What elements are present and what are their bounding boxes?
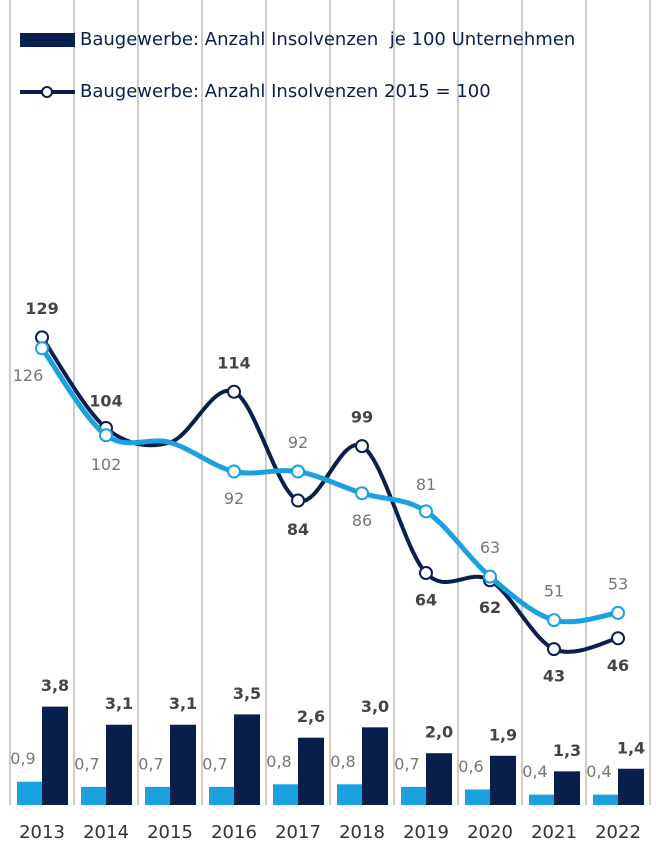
bar — [81, 786, 106, 805]
bar — [234, 714, 260, 805]
point-value-label: 62 — [479, 598, 501, 617]
point-value-label: 63 — [480, 538, 500, 557]
point-value-label: 102 — [91, 455, 122, 474]
x-tick-label: 2019 — [403, 822, 449, 843]
line — [40, 335, 620, 654]
x-tick-label: 2022 — [595, 822, 641, 843]
bar — [618, 768, 644, 805]
point — [291, 493, 305, 508]
bar — [145, 786, 170, 805]
point — [291, 464, 305, 479]
bar — [273, 784, 298, 805]
bar — [337, 784, 362, 805]
bar-value-label: 0,7 — [74, 754, 99, 773]
bar-value-label: 2,0 — [425, 723, 453, 742]
point-value-label: 129 — [25, 299, 58, 318]
legend-swatch — [41, 86, 53, 98]
bar — [298, 737, 324, 805]
point — [419, 566, 433, 580]
point-value-label: 84 — [287, 520, 309, 539]
point — [547, 642, 561, 657]
point-value-label: 64 — [415, 591, 437, 610]
point-value-label: 99 — [351, 408, 373, 427]
point-value-label: 86 — [352, 511, 372, 530]
x-tick-label: 2014 — [83, 822, 129, 843]
bar-value-label: 3,5 — [233, 684, 261, 703]
legend-swatch — [20, 33, 75, 47]
point-value-label: 126 — [13, 366, 44, 385]
bar — [490, 755, 516, 805]
point — [99, 428, 113, 443]
point — [611, 605, 625, 620]
line — [39, 345, 621, 625]
bar — [529, 794, 554, 805]
bar — [170, 724, 196, 805]
bar — [554, 771, 580, 805]
bar-value-label: 0,8 — [266, 752, 291, 771]
legend-label: Baugewerbe: Anzahl Insolvenzen je 100 Un… — [80, 29, 575, 50]
legend-label: Baugewerbe: Anzahl Insolvenzen 2015 = 10… — [80, 81, 491, 102]
point-value-label: 81 — [416, 475, 436, 494]
x-tick-label: 2020 — [467, 822, 513, 843]
bar — [426, 753, 452, 805]
point-value-label: 51 — [544, 582, 564, 601]
x-tick-label: 2021 — [531, 822, 577, 843]
point — [355, 486, 369, 501]
bar — [209, 786, 234, 805]
point-value-label: 114 — [217, 353, 250, 372]
point-value-label: 46 — [607, 656, 629, 675]
bar-value-label: 0,7 — [394, 754, 419, 773]
point — [227, 464, 241, 479]
bar — [42, 706, 68, 805]
bar-value-label: 3,1 — [105, 694, 133, 713]
bar-value-label: 0,9 — [10, 749, 35, 768]
x-tick-label: 2017 — [275, 822, 321, 843]
bar-value-label: 0,7 — [202, 754, 227, 773]
point — [483, 569, 497, 584]
point — [611, 631, 625, 646]
bar-value-label: 1,3 — [553, 741, 581, 760]
point — [419, 504, 433, 519]
bar-value-label: 0,7 — [138, 754, 163, 773]
x-tick-label: 2016 — [211, 822, 257, 843]
bar — [593, 794, 618, 805]
x-tick-label: 2018 — [339, 822, 385, 843]
point-value-label: 104 — [89, 392, 122, 411]
point-value-label: 92 — [288, 433, 308, 452]
point — [227, 384, 241, 399]
bar-value-label: 0,8 — [330, 752, 355, 771]
point — [355, 439, 369, 454]
x-tick-label: 2015 — [147, 822, 193, 843]
bar-value-label: 0,4 — [522, 762, 547, 781]
point — [35, 341, 49, 356]
bar — [362, 727, 388, 805]
bar-value-label: 1,9 — [489, 725, 517, 744]
point-value-label: 92 — [224, 489, 244, 508]
bar — [465, 789, 490, 805]
bar-value-label: 1,4 — [617, 738, 645, 757]
point-value-label: 43 — [543, 667, 565, 686]
bar-value-label: 3,1 — [169, 694, 197, 713]
point — [547, 613, 561, 628]
x-tick-label: 2013 — [19, 822, 65, 843]
bar-value-label: 3,0 — [361, 697, 389, 716]
bar — [401, 786, 426, 805]
bar-value-label: 2,6 — [297, 707, 325, 726]
bar-value-label: 0,6 — [458, 757, 483, 776]
bar — [17, 781, 42, 805]
point-value-label: 53 — [608, 574, 628, 593]
bar-value-label: 3,8 — [41, 676, 69, 695]
bar-value-label: 0,4 — [586, 762, 611, 781]
bar — [106, 724, 132, 805]
